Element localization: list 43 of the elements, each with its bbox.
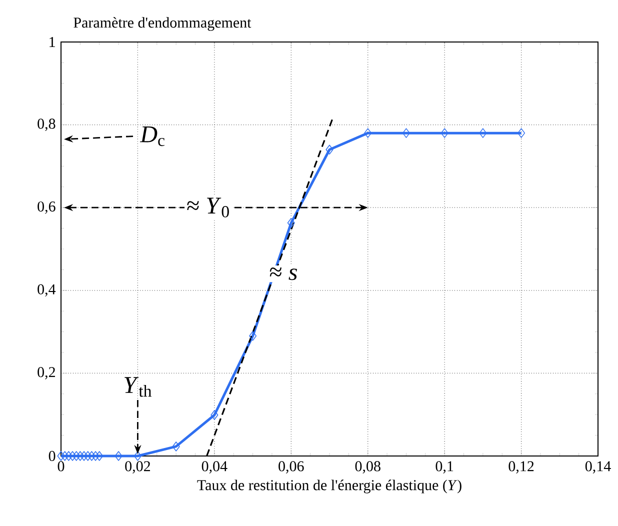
point bbox=[80, 451, 88, 461]
annotation: ≈ s bbox=[270, 268, 297, 280]
point bbox=[249, 331, 257, 341]
point bbox=[364, 128, 372, 138]
y-tick-label: 0 bbox=[48, 450, 56, 462]
y-tick-label: 0,8 bbox=[38, 118, 56, 131]
point bbox=[114, 451, 122, 461]
y-tick-label: 0,2 bbox=[38, 367, 55, 380]
point bbox=[134, 451, 142, 461]
x-axis-title: Taux de restitution de l'énergie élastique (Y) bbox=[197, 480, 462, 494]
point bbox=[326, 144, 334, 155]
point bbox=[84, 451, 92, 461]
point bbox=[518, 128, 526, 138]
annotation: ≈ Y$_{0}$ bbox=[187, 198, 229, 218]
y-tick-label: 0,6 bbox=[38, 201, 56, 214]
point bbox=[61, 451, 69, 461]
y-tick-label: 0,4 bbox=[38, 284, 56, 297]
y-tick-label: 1 bbox=[50, 37, 55, 47]
point bbox=[96, 451, 104, 461]
point bbox=[440, 128, 448, 138]
annotation: D$_{c}$ bbox=[140, 126, 164, 146]
x-tick-label: 0,14 bbox=[585, 461, 611, 474]
x-tick-label: 0,08 bbox=[355, 461, 380, 474]
point bbox=[92, 451, 100, 461]
y-axis-title: Paramètre d'endommagement bbox=[74, 17, 252, 31]
x-tick-label: 0 bbox=[58, 461, 64, 472]
point bbox=[57, 451, 65, 461]
point bbox=[72, 451, 80, 461]
point bbox=[68, 451, 76, 461]
x-tick-label: 0,04 bbox=[202, 461, 228, 474]
x-tick-label: 0,12 bbox=[508, 461, 534, 474]
x-tick-label: 0,1 bbox=[436, 461, 454, 474]
point bbox=[88, 451, 96, 461]
x-tick-label: 0,02 bbox=[125, 461, 150, 474]
point bbox=[76, 451, 84, 461]
point bbox=[479, 128, 487, 138]
point bbox=[64, 451, 72, 461]
point bbox=[172, 442, 180, 452]
point bbox=[287, 218, 295, 228]
point bbox=[210, 410, 218, 420]
point bbox=[402, 128, 410, 138]
annotation: Y$_{th}$ bbox=[124, 377, 152, 397]
x-tick-label: 0,06 bbox=[278, 461, 304, 474]
